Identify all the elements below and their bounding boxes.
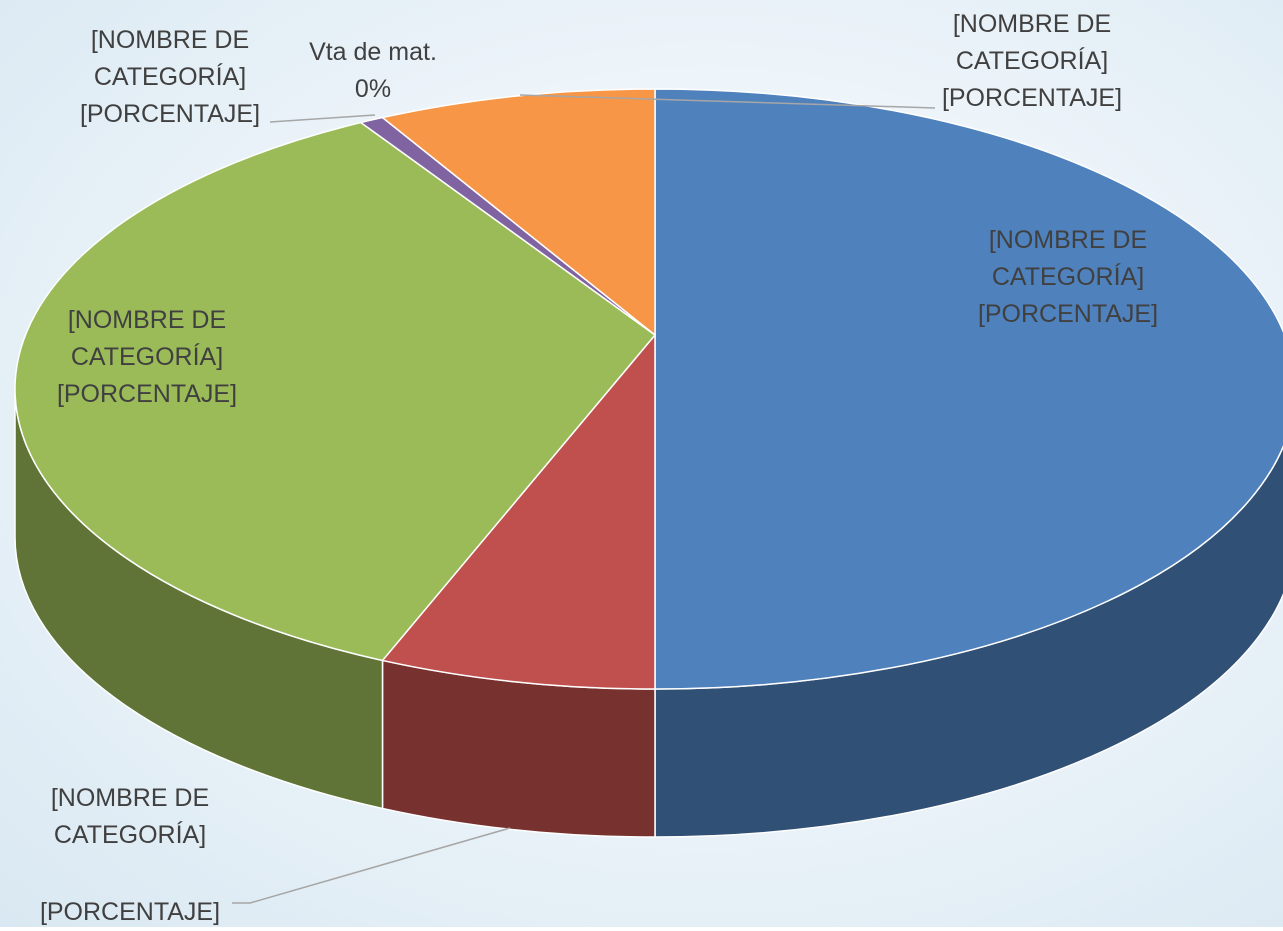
category-label: [NOMBRE DE CATEGORÍA] [90,26,250,91]
data-label: [NOMBRE DE CATEGORÍA] [PORCENTAJE] [55,22,285,133]
value-label: [PORCENTAJE] [977,300,1159,328]
leader-line [519,94,936,109]
leader-line [232,827,511,904]
value-label: 0% [354,75,392,103]
category-label: [NOMBRE DE CATEGORÍA] [67,306,227,371]
category-label: [NOMBRE DE CATEGORÍA] [988,226,1148,291]
value-label: [PORCENTAJE] [79,100,261,128]
slice [14,121,657,662]
slice [381,332,656,690]
category-label: Vta de mat. [309,38,437,66]
data-label: [NOMBRE DE CATEGORÍA] [PORCENTAJE] [953,222,1183,333]
data-label: [NOMBRE DE CATEGORÍA] [PORCENTAJE] [32,302,262,413]
category-label: [NOMBRE DE CATEGORÍA] [50,784,210,849]
value-label: [PORCENTAJE] [56,380,238,408]
value-label: [PORCENTAJE] [39,898,221,926]
slice [380,88,656,337]
data-label: [NOMBRE DE CATEGORÍA] [PORCENTAJE] [15,780,245,931]
data-label: [NOMBRE DE CATEGORÍA] [PORCENTAJE] [917,6,1147,117]
data-label: Vta de mat. 0% [258,34,488,108]
leader-line [269,114,376,123]
category-label: [NOMBRE DE CATEGORÍA] [952,10,1112,75]
slice [654,88,1283,690]
value-label: [PORCENTAJE] [941,84,1123,112]
